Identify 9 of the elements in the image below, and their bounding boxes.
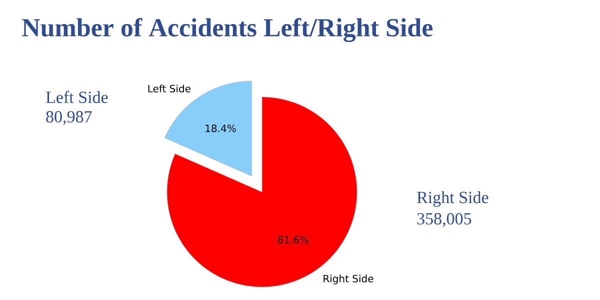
slice-label: Left Side bbox=[148, 84, 190, 92]
chart-title: Number of Accidents Left/Right Side bbox=[22, 18, 432, 42]
slice-label: Right Side bbox=[324, 274, 374, 284]
text: 358,005 bbox=[417, 213, 472, 227]
text: Left Side bbox=[46, 90, 108, 104]
text: Right Side bbox=[417, 191, 488, 207]
text: 80,987 bbox=[46, 111, 92, 125]
data-label: 18.4% bbox=[206, 124, 236, 132]
data-label: 81.6% bbox=[278, 236, 308, 244]
